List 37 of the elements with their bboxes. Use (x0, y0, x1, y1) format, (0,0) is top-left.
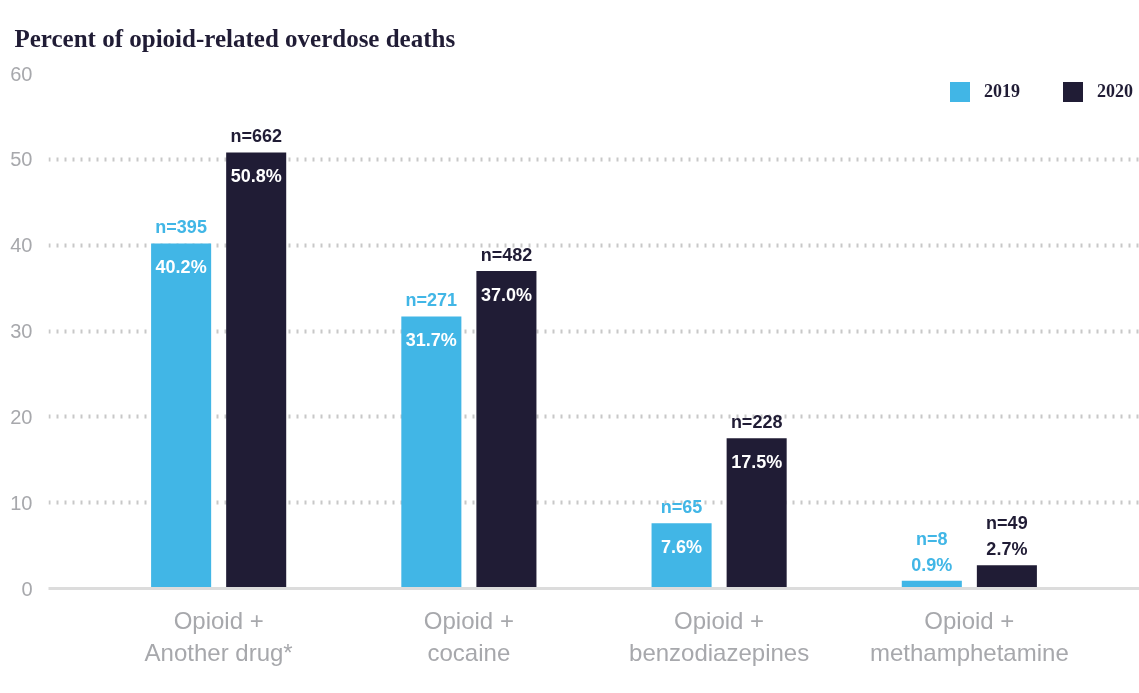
y-tick-label: 10 (10, 491, 33, 514)
bar (976, 565, 1037, 589)
data-label: 7.6% (661, 537, 703, 558)
bar (476, 270, 537, 589)
legend-label: 2019 (984, 81, 1020, 102)
bar (651, 523, 712, 589)
bar (151, 243, 212, 589)
y-tick-label: 50 (10, 148, 33, 171)
data-label: 50.8% (230, 166, 282, 187)
annotation: n=8 (916, 528, 948, 549)
y-tick-label: 0 (21, 577, 33, 600)
bar (401, 316, 462, 589)
y-tick-label: 30 (10, 320, 33, 342)
annotation: n=395 (155, 217, 207, 238)
y-tick-label: 40 (10, 234, 33, 257)
chart-title: Percent of opioid-related overdose deaths (14, 24, 456, 52)
data-label: 37.0% (480, 284, 532, 305)
annotation: n=482 (480, 244, 533, 265)
annotation: n=228 (730, 412, 783, 433)
data-label: 0.9% (911, 554, 953, 575)
data-label: 31.7% (405, 330, 457, 351)
legend-label: 2020 (1097, 81, 1133, 102)
x-tick-label: Opioid + Another drug* (144, 606, 293, 666)
annotation: n=65 (660, 497, 703, 518)
data-label: 40.2% (155, 257, 207, 278)
y-tick-label: 20 (10, 405, 33, 428)
bar (726, 438, 787, 589)
annotation: n=271 (405, 290, 458, 311)
annotation: n=662 (230, 126, 282, 147)
data-label: 17.5% (731, 452, 783, 473)
x-tick-label: Opioid + cocaine (423, 606, 514, 666)
y-tick-label: 60 (10, 62, 33, 85)
data-label: 2.7% (986, 539, 1028, 560)
bar (226, 152, 287, 589)
annotation: n=49 (986, 513, 1028, 534)
x-tick-label: Opioid + methamphetamine (869, 606, 1069, 666)
x-tick-label: Opioid + benzodiazepines (629, 606, 810, 666)
